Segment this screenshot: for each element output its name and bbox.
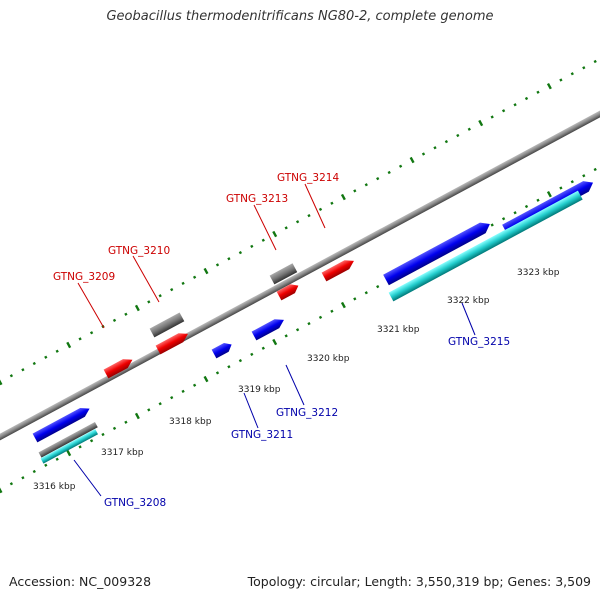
- gene-gtng-3208-gray[interactable]: [38, 422, 98, 458]
- gene-gtng-3210b[interactable]: [155, 329, 191, 355]
- gene-label-gtng-3208: GTNG_3208: [104, 497, 166, 509]
- gene-label-gtng-3210: GTNG_3210: [108, 245, 170, 257]
- tick-line-upper: [0, 59, 597, 386]
- gene-label-gtng-3213: GTNG_3213: [226, 193, 288, 205]
- gene-gtng-3210[interactable]: [149, 312, 185, 338]
- gene-gtng-3214[interactable]: [321, 256, 357, 282]
- gene-gtng-3215-teal[interactable]: [388, 190, 583, 302]
- gene-gtng-3208-teal[interactable]: [40, 428, 99, 464]
- gene-gtng-3215a[interactable]: [383, 219, 493, 286]
- gene-label-gtng-3209: GTNG_3209: [53, 271, 115, 283]
- map-title: Geobacillus thermodenitrificans NG80-2, …: [106, 9, 494, 24]
- gene-gtng-3212[interactable]: [251, 315, 287, 341]
- tick-label-3318: 3318 kbp: [169, 417, 212, 427]
- genome-stats-text: Topology: circular; Length: 3,550,319 bp…: [247, 574, 591, 589]
- gene-gtng-3211[interactable]: [211, 340, 234, 359]
- label-leaders: [73, 183, 476, 497]
- accession-text: Accession: NC_009328: [9, 574, 152, 589]
- backbone: [0, 93, 600, 450]
- genes: [32, 181, 594, 464]
- gene-label-gtng-3211: GTNG_3211: [231, 429, 293, 441]
- gene-gtng-3213[interactable]: [269, 263, 298, 285]
- tick-line-lower: [0, 167, 597, 494]
- tick-label-3323: 3323 kbp: [517, 268, 560, 278]
- gene-gtng-3208[interactable]: [32, 404, 92, 443]
- gene-label-gtng-3214: GTNG_3214: [277, 172, 339, 184]
- tick-label-3322: 3322 kbp: [447, 296, 490, 306]
- tick-label-3316: 3316 kbp: [33, 482, 76, 492]
- gene-gtng-3209[interactable]: [103, 355, 135, 379]
- tick-label-3317: 3317 kbp: [101, 448, 144, 458]
- gene-label-gtng-3212: GTNG_3212: [276, 407, 338, 419]
- gene-label-gtng-3215: GTNG_3215: [448, 336, 510, 348]
- tick-label-3321: 3321 kbp: [377, 325, 420, 335]
- gene-gtng-3213b[interactable]: [276, 281, 301, 301]
- tick-label-3319: 3319 kbp: [238, 385, 281, 395]
- tick-label-3320: 3320 kbp: [307, 354, 350, 364]
